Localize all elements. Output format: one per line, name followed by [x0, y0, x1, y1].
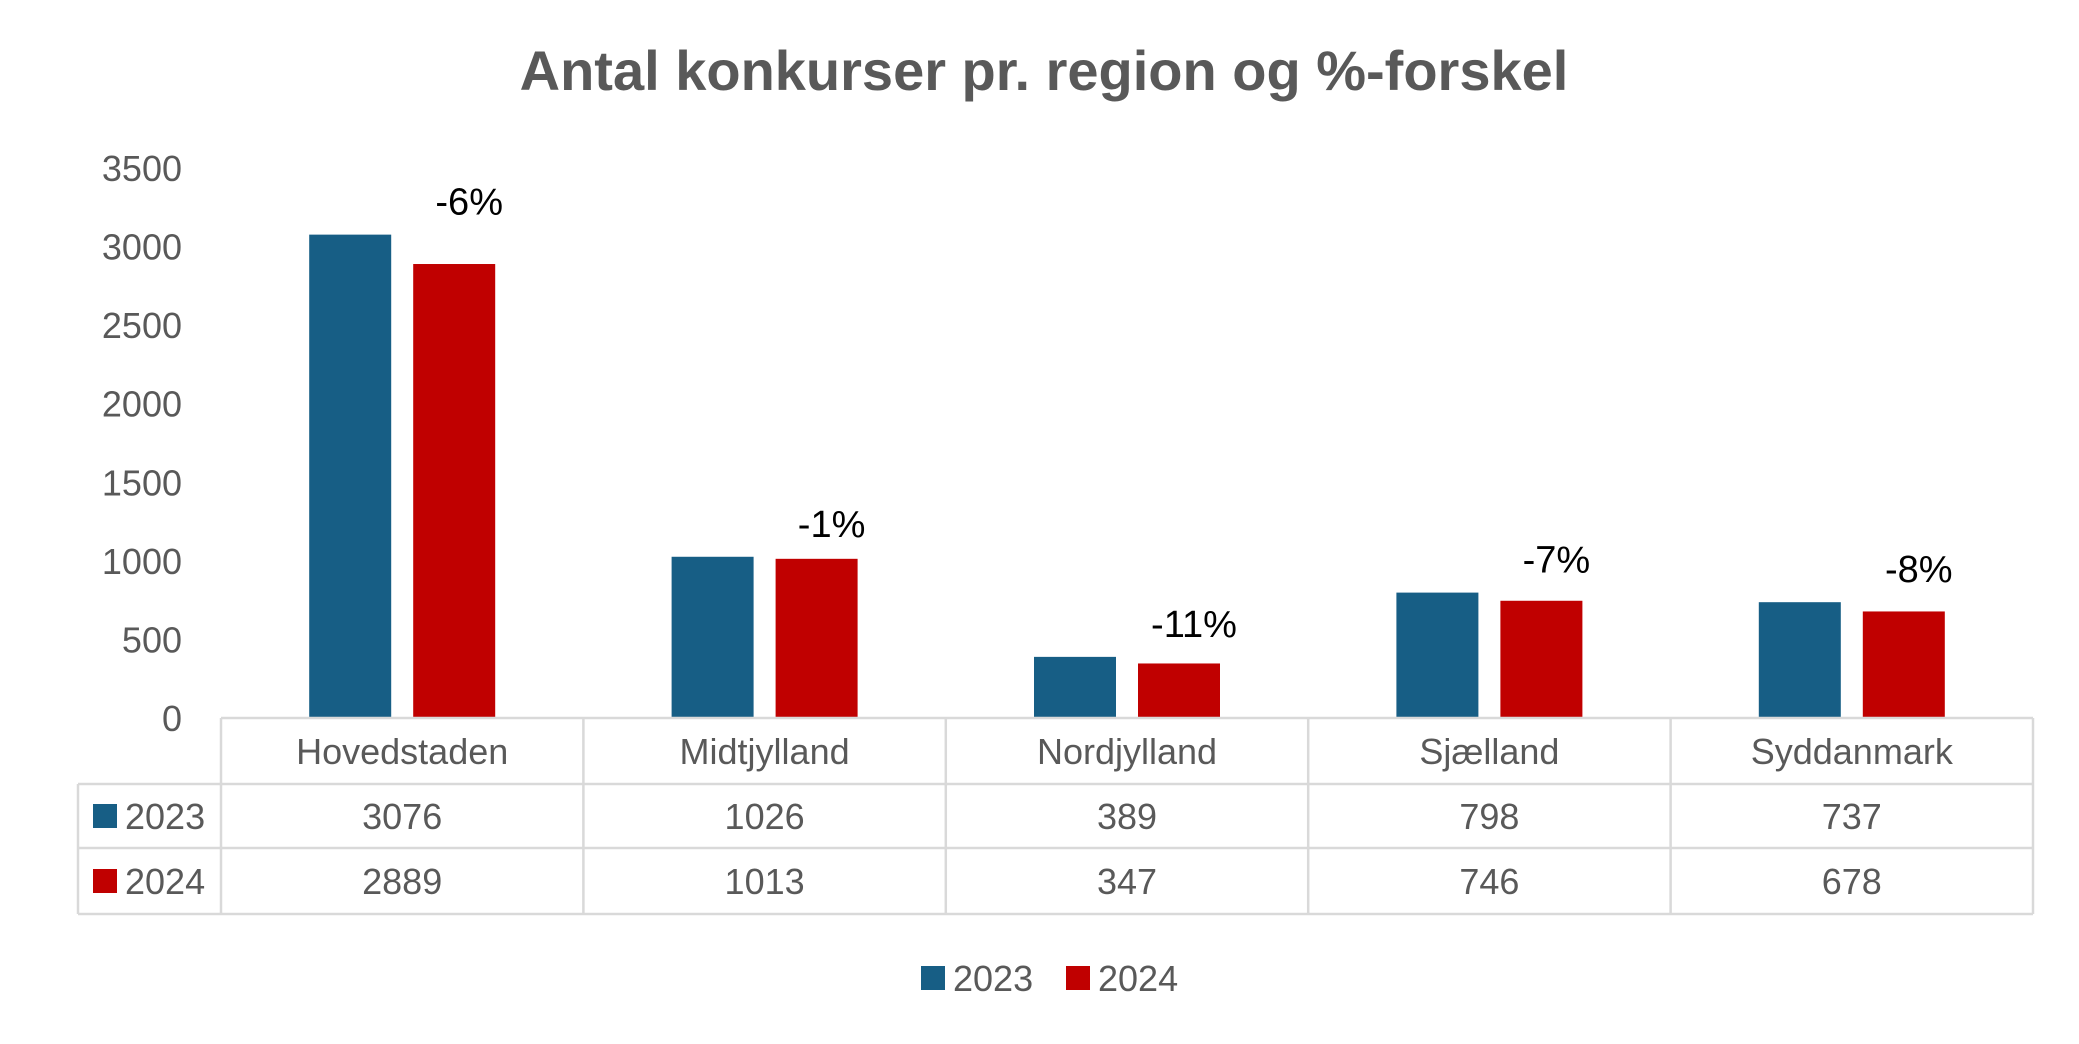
- bar-2023: [1034, 656, 1116, 718]
- table-cell-value: 737: [1822, 796, 1882, 837]
- legend-label: 2023: [953, 958, 1033, 999]
- percent-change-label: -1%: [798, 504, 866, 546]
- percent-change-label: -11%: [1151, 604, 1237, 646]
- chart-title: Antal konkurser pr. region og %-forskel: [520, 39, 1569, 102]
- y-tick-label: 2500: [102, 305, 182, 346]
- y-axis-ticks: 0 500 1000 1500 2000 2500 3000 3500: [102, 148, 182, 739]
- bar-2023: [309, 234, 392, 718]
- table-cell-value: 2889: [362, 861, 442, 902]
- series-key-2024: [93, 869, 117, 893]
- table-cell-value: 3076: [362, 796, 442, 837]
- percent-change-label: -7%: [1523, 540, 1591, 582]
- data-table: Hovedstaden Midtjylland Nordjylland Sjællan…: [76, 716, 2035, 916]
- table-cell-value: 389: [1097, 796, 1157, 837]
- category-label: Syddanmark: [1751, 731, 1954, 772]
- series-row-label: 2024: [125, 861, 205, 902]
- bar-2023: [1396, 592, 1479, 718]
- y-tick-label: 1000: [102, 541, 182, 582]
- category-label: Midtjylland: [680, 731, 850, 772]
- legend-label: 2024: [1098, 958, 1178, 999]
- legend: 2023 2024: [921, 958, 1178, 999]
- bars-group: [309, 234, 1945, 718]
- y-tick-label: 0: [162, 698, 182, 739]
- bar-2024: [1862, 611, 1945, 718]
- y-tick-label: 3000: [102, 227, 182, 268]
- legend-swatch-2023: [921, 966, 945, 990]
- percent-change-label: -8%: [1885, 549, 1953, 591]
- category-label: Sjælland: [1419, 731, 1559, 772]
- y-tick-label: 3500: [102, 148, 182, 189]
- y-tick-label: 2000: [102, 384, 182, 425]
- bar-2024: [775, 558, 858, 718]
- bar-2024: [1138, 663, 1220, 718]
- bar-2024: [413, 264, 496, 718]
- series-row-label: 2023: [125, 796, 205, 837]
- bar-2023: [1758, 602, 1841, 718]
- bar-2024: [1500, 600, 1583, 718]
- legend-swatch-2024: [1066, 966, 1090, 990]
- table-cell-value: 1026: [725, 796, 805, 837]
- percent-change-label: -6%: [435, 182, 503, 224]
- annotations-group: -6% -1% -11% -7% -8%: [435, 182, 1952, 646]
- bar-2023: [671, 556, 754, 718]
- category-label: Hovedstaden: [296, 731, 508, 772]
- series-key-2023: [93, 804, 117, 828]
- y-tick-label: 500: [122, 619, 182, 660]
- table-cell-value: 1013: [725, 861, 805, 902]
- y-tick-label: 1500: [102, 462, 182, 503]
- table-cell-value: 347: [1097, 861, 1157, 902]
- table-cell-value: 678: [1822, 861, 1882, 902]
- table-cell-value: 746: [1459, 861, 1519, 902]
- category-label: Nordjylland: [1037, 731, 1217, 772]
- table-cell-value: 798: [1459, 796, 1519, 837]
